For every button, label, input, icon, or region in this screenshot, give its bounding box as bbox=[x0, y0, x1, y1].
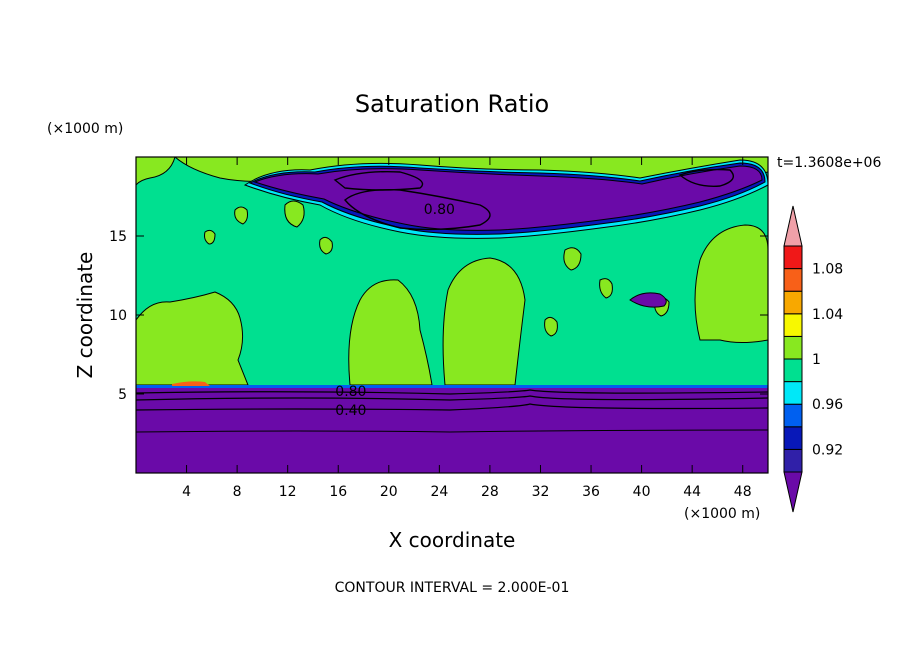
lower-contour-080 bbox=[136, 389, 768, 395]
colorbar-tick-label: 1.04 bbox=[812, 307, 843, 323]
colorbar-band bbox=[783, 245, 803, 270]
upper-contour-inner-2 bbox=[678, 168, 734, 187]
lower-contour-040 bbox=[136, 403, 768, 411]
x-axis-label: X coordinate bbox=[389, 528, 516, 552]
y-axis-label: Z coordinate bbox=[73, 252, 97, 379]
x-tick-label: 40 bbox=[633, 484, 651, 500]
surface-red-streak bbox=[172, 381, 210, 386]
x-tick-label: 16 bbox=[329, 484, 347, 500]
colorbar-tick-label: 1.08 bbox=[812, 262, 843, 278]
lime-center-block bbox=[348, 279, 433, 386]
x-tick-label: 28 bbox=[481, 484, 499, 500]
colorbar-band bbox=[783, 268, 803, 292]
colorbar-band bbox=[783, 426, 803, 450]
y-tick-label: 10 bbox=[109, 308, 127, 324]
lime-regions bbox=[136, 157, 768, 386]
colorbar-tick-label: 1 bbox=[812, 352, 821, 368]
x-unit-label: (×1000 m) bbox=[684, 506, 760, 522]
x-axis: 4 8 12 16 20 24 28 32 36 40 44 48 bbox=[182, 157, 752, 500]
contour-field bbox=[136, 157, 768, 473]
chart-title: Saturation Ratio bbox=[355, 90, 549, 118]
lime-speck-6 bbox=[319, 236, 333, 255]
x-tick-label: 20 bbox=[380, 484, 398, 500]
time-label: t=1.3608e+06 bbox=[777, 155, 881, 171]
lower-dry-layer bbox=[136, 381, 768, 473]
lime-speck-1 bbox=[284, 200, 305, 228]
colorbar-band bbox=[783, 313, 803, 337]
colorbar-tick-label: 0.96 bbox=[812, 397, 843, 413]
colorbar-high-triangle bbox=[783, 205, 803, 247]
y-axis: 5 10 15 bbox=[109, 229, 768, 403]
x-tick-label: 4 bbox=[182, 484, 191, 500]
x-tick-label: 32 bbox=[532, 484, 550, 500]
lime-speck-8 bbox=[544, 316, 558, 337]
colorbar-tick-label: 0.92 bbox=[812, 442, 843, 458]
lime-speck-4 bbox=[599, 278, 613, 299]
contour-label: 0.80 bbox=[335, 384, 366, 400]
colorbar-band bbox=[783, 335, 803, 360]
lower-contour-020 bbox=[136, 429, 768, 433]
colorbar: 1.08 1.04 1 0.96 0.92 bbox=[783, 205, 843, 513]
contour-labels: 0.80 0.80 0.40 bbox=[335, 202, 455, 419]
lime-center-right-block bbox=[442, 257, 526, 386]
lime-speck-3 bbox=[563, 247, 582, 271]
y-tick-label: 15 bbox=[109, 229, 127, 245]
lime-right-block bbox=[694, 224, 768, 343]
upper-contours bbox=[333, 168, 734, 231]
contour-label: 0.80 bbox=[424, 202, 455, 218]
lime-speck-7 bbox=[204, 229, 216, 245]
colorbar-band bbox=[783, 358, 803, 383]
colorbar-low-triangle bbox=[783, 471, 803, 513]
lime-left-strip bbox=[136, 157, 176, 186]
colorbar-band bbox=[783, 403, 803, 428]
y-tick-label: 5 bbox=[118, 387, 127, 403]
x-tick-label: 8 bbox=[233, 484, 242, 500]
contour-label: 0.40 bbox=[335, 403, 366, 419]
x-tick-label: 12 bbox=[279, 484, 297, 500]
x-tick-label: 44 bbox=[683, 484, 701, 500]
colorbar-band bbox=[783, 448, 803, 473]
y-unit-label: (×1000 m) bbox=[47, 121, 123, 137]
upper-purple-patch bbox=[629, 292, 667, 308]
lime-speck-2 bbox=[234, 206, 248, 225]
upper-contour-inner-1 bbox=[333, 171, 424, 191]
contour-interval-footer: CONTOUR INTERVAL = 2.000E-01 bbox=[335, 580, 570, 596]
upper-dry-band bbox=[243, 159, 768, 308]
colorbar-band bbox=[783, 290, 803, 315]
x-tick-label: 24 bbox=[430, 484, 448, 500]
x-tick-label: 36 bbox=[582, 484, 600, 500]
upper-purple-core bbox=[253, 165, 763, 231]
colorbar-band bbox=[783, 381, 803, 405]
x-tick-label: 48 bbox=[734, 484, 752, 500]
lower-contour-060 bbox=[136, 395, 768, 401]
lime-left-block bbox=[136, 291, 249, 386]
